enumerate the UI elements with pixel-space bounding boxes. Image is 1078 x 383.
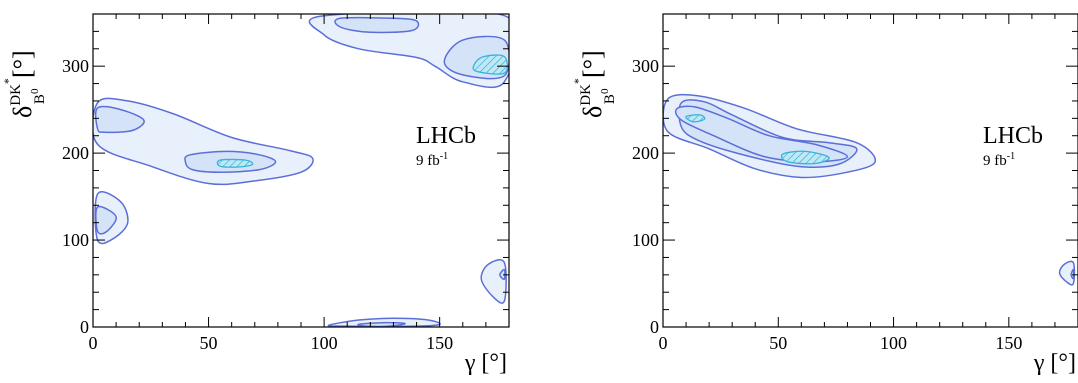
x-axis-title: γ [°] (1033, 350, 1076, 376)
y-tick-label: 0 (80, 317, 89, 337)
contour-region (327, 317, 441, 327)
luminosity-label: 9 fb-1 (983, 151, 1015, 169)
contour-region (480, 259, 507, 304)
y-axis-symbol: δ (8, 106, 37, 118)
x-tick-label: 0 (659, 333, 668, 353)
best-fit-region (216, 158, 254, 168)
y-axis-unit: [°] (8, 50, 37, 84)
x-tick-label: 100 (880, 333, 907, 353)
contour-region (1058, 260, 1076, 286)
y-tick-label: 100 (62, 230, 89, 250)
x-tick-label: 50 (200, 333, 218, 353)
y-tick-label: 200 (632, 143, 659, 163)
contour-inner (1070, 268, 1075, 280)
contour-region (308, 14, 509, 89)
x-tick-label: 0 (89, 333, 98, 353)
contour-inner (94, 105, 145, 134)
y-tick-label: 100 (632, 230, 659, 250)
contour-inner (95, 205, 118, 235)
x-tick-label: 50 (769, 333, 787, 353)
y-axis-superscript: DK (8, 84, 24, 106)
contour-region (94, 191, 129, 245)
contour-inner (499, 268, 506, 281)
contour-inner (674, 105, 849, 163)
luminosity-label: 9 fb-1 (416, 151, 448, 169)
x-tick-label: 100 (311, 333, 338, 353)
contour-outer (480, 259, 507, 304)
y-axis-title-text: δDK* B0 [°] (1, 50, 48, 118)
contour-outer (1058, 260, 1076, 286)
lhcb-label: LHCb (983, 123, 1043, 149)
y-axis-subscript-sup: 0 (29, 88, 41, 94)
y-axis-title: δDK* B0 [°] (571, 50, 618, 118)
y-tick-label: 300 (62, 56, 89, 76)
y-axis-superscript-star: * (571, 78, 585, 84)
y-axis-subscript-sup: 0 (599, 88, 611, 94)
y-tick-label: 0 (650, 317, 659, 337)
y-axis-superscript-star: * (1, 78, 15, 84)
right-panel-contours (663, 93, 1076, 286)
y-axis-title-text: δDK* B0 [°] (571, 50, 618, 118)
y-axis-superscript: DK (578, 84, 594, 106)
y-axis-subscript: B (32, 94, 48, 104)
best-fit-region (780, 150, 830, 165)
y-axis-unit: [°] (578, 50, 607, 84)
left-panel-contours (93, 14, 509, 327)
x-tick-label: 150 (995, 333, 1022, 353)
y-axis-subscript: B (602, 94, 618, 104)
contour-region (93, 97, 314, 186)
y-axis-symbol: δ (578, 106, 607, 118)
x-axis-title: γ [°] (464, 350, 507, 376)
lhcb-label: LHCb (416, 123, 476, 149)
y-axis-title: δDK* B0 [°] (1, 50, 48, 118)
contour-region (663, 93, 877, 179)
right-panel-frame (662, 13, 1078, 328)
x-tick-label: 150 (426, 333, 453, 353)
best-fit-region (472, 54, 509, 75)
y-tick-label: 200 (62, 143, 89, 163)
contour-inner (357, 321, 406, 327)
best-fit-region (685, 114, 706, 123)
y-tick-label: 300 (632, 56, 659, 76)
